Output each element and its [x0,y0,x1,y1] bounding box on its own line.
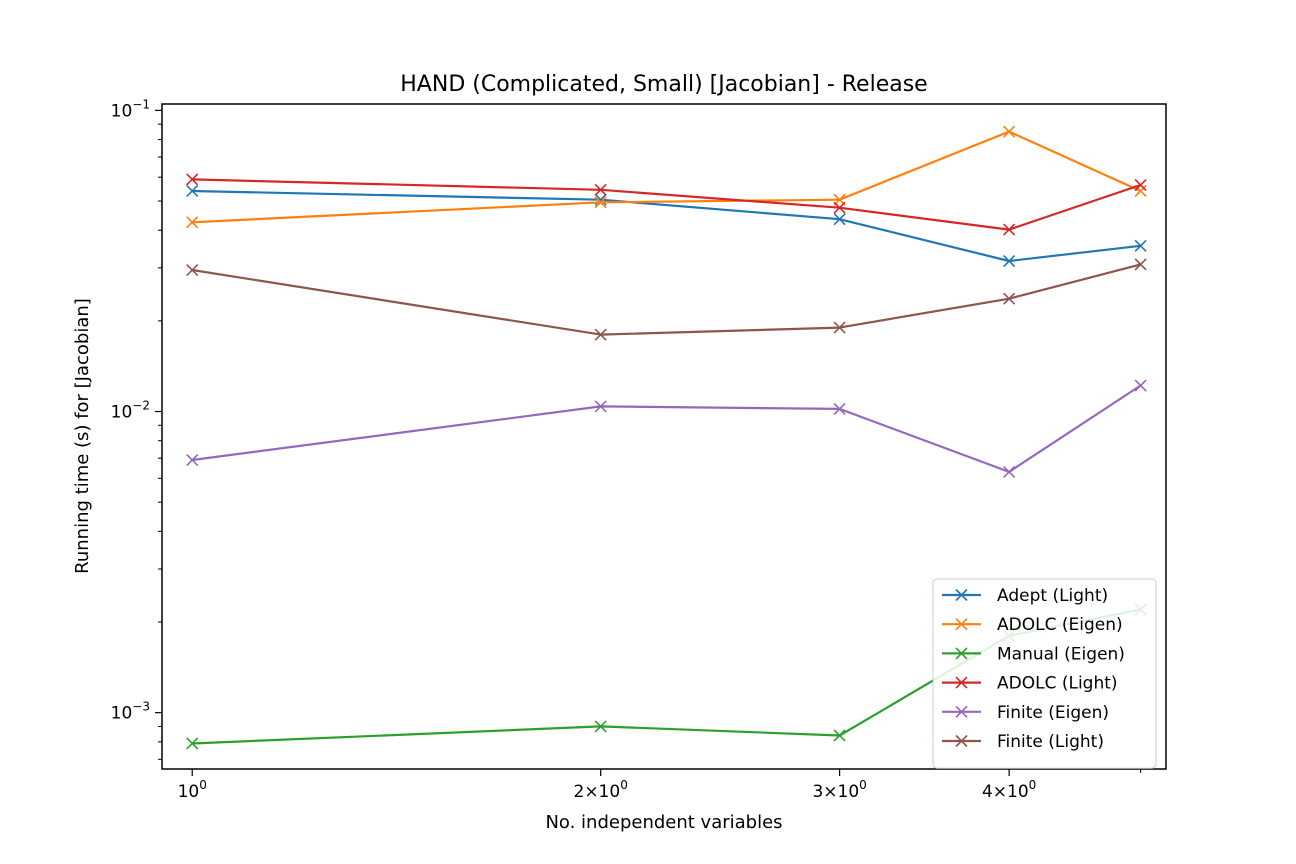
series-4-point-3 [1003,465,1016,479]
legend-marker-3 [955,676,968,689]
series-4-point-2 [833,402,846,415]
x-tick-label-0: 100 [178,778,207,802]
series-5-point-0 [186,263,199,277]
series-3-point-3 [1003,223,1016,236]
y-tick-label-1: 10−2 [111,399,150,423]
series-2-point-2 [833,729,846,742]
series-line-4 [192,384,1142,473]
legend-label-2: Manual (Eigen) [997,644,1125,664]
y-tick-label-1-base: 10 [111,403,133,423]
series-0-point-4 [1134,239,1147,252]
series-5-point-3 [1003,292,1016,305]
legend-label-0: Adept (Light) [997,586,1108,606]
x-tick-label-0-base: 10 [178,782,200,802]
x-tick-label-3-exp: 0 [1029,778,1037,792]
series-3-point-0 [186,173,199,186]
series-0-point-0 [186,184,199,198]
series-line-5 [192,263,1141,336]
legend-marker-4 [955,705,968,718]
y-tick-label-0-exp: −1 [132,97,150,111]
series-5-point-4 [1134,258,1147,271]
y-axis-label: Running time (s) for [Jacobian] [72,298,93,574]
legend-label-5: Finite (Light) [997,732,1104,752]
series-5-point-1 [594,328,607,341]
legend-label-3: ADOLC (Light) [997,674,1118,694]
series-1-point-1 [594,196,607,209]
series-4-point-1 [594,400,607,413]
legend-marker-1 [955,618,968,631]
y-tick-label-0: 10−1 [111,97,150,121]
y-tick-label-2-exp: −3 [132,700,150,714]
series-3-point-2 [833,201,846,214]
x-tick-label-1: 2×100 [574,778,628,802]
legend-label-1: ADOLC (Eigen) [997,615,1123,635]
legend: Adept (Light) ADOLC (Eigen) Manual (Eigen)… [932,578,1157,769]
y-tick-label-2: 10−3 [111,700,150,724]
x-axis-label: No. independent variables [545,812,782,833]
series-2-point-1 [594,720,607,733]
series-3-point-1 [594,183,607,196]
x-tick-label-0-exp: 0 [199,778,207,792]
y-tick-label-1-exp: −2 [132,399,150,413]
chart-title: HAND (Complicated, Small) [Jacobian] - R… [400,72,927,97]
x-tick-label-3-base: 4×10 [982,782,1029,802]
series-4-point-0 [186,453,199,467]
legend-label-4: Finite (Eigen) [997,703,1109,723]
series-1-point-0 [186,216,199,229]
series-0-point-2 [833,213,846,226]
x-tick-label-1-exp: 0 [620,778,628,792]
x-tick-label-1-base: 2×10 [574,782,621,802]
y-tick-label-0-base: 10 [111,101,133,121]
series-line-1 [192,130,1142,224]
x-tick-label-2-base: 3×10 [812,782,859,802]
series-1-point-3 [1003,125,1016,138]
legend-marker-2 [955,647,968,660]
y-tick-label-2-base: 10 [111,704,133,724]
legend-box [932,578,1157,769]
series-0-point-3 [1003,254,1016,268]
legend-marker-0 [955,588,968,602]
legend-marker-5 [955,734,968,748]
x-tick-label-2: 3×100 [812,778,866,802]
plot-frame [161,103,1167,770]
series-5-point-2 [833,321,846,334]
x-tick-label-2-exp: 0 [859,778,867,792]
series-3-point-4 [1134,178,1147,192]
series-4-point-4 [1134,379,1147,392]
series-2-point-0 [186,737,199,750]
x-tick-label-3: 4×100 [982,778,1036,802]
